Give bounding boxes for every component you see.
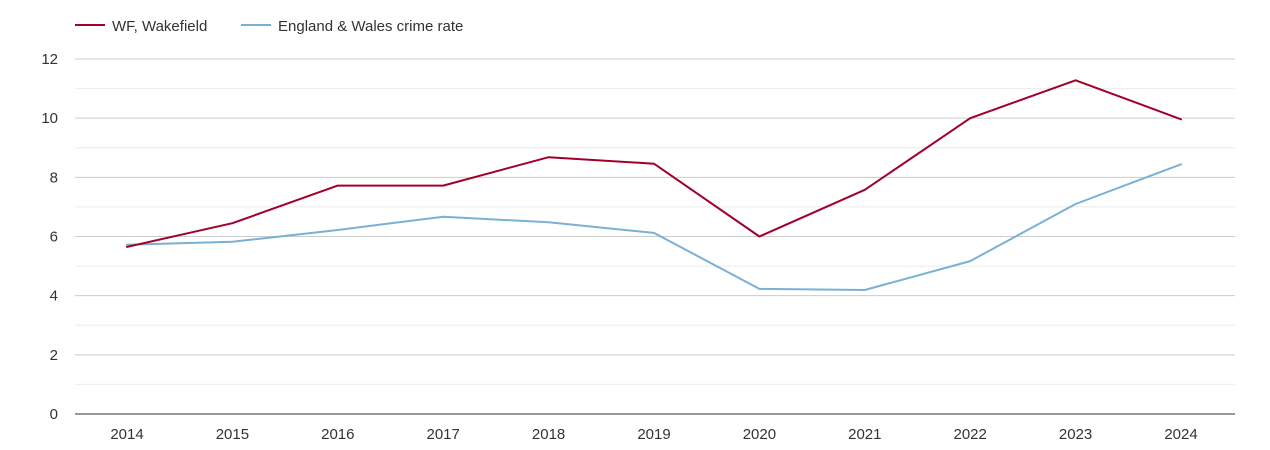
y-tick-label: 12 — [41, 51, 58, 68]
x-tick-label: 2019 — [637, 426, 670, 443]
series-lines — [126, 79, 1182, 291]
x-tick-label: 2024 — [1164, 426, 1197, 443]
y-tick-label: 4 — [50, 288, 58, 305]
legend: WF, Wakefield England & Wales crime rate — [75, 18, 463, 35]
legend-label-england-wales: England & Wales crime rate — [278, 18, 463, 35]
gridlines — [75, 58, 1235, 385]
x-tick-label: 2020 — [743, 426, 776, 443]
x-tick-label: 2017 — [427, 426, 460, 443]
series-line-england-wales — [126, 163, 1182, 291]
legend-item-england-wales[interactable]: England & Wales crime rate — [241, 18, 463, 35]
x-tick-label: 2014 — [110, 426, 143, 443]
series-line-wakefield — [126, 79, 1182, 248]
y-tick-label: 8 — [50, 169, 58, 186]
y-tick-label: 2 — [50, 347, 58, 364]
x-tick-label: 2021 — [848, 426, 881, 443]
y-tick-label: 0 — [50, 406, 58, 423]
x-tick-label: 2022 — [954, 426, 987, 443]
legend-label-wakefield: WF, Wakefield — [112, 18, 207, 35]
x-tick-label: 2015 — [216, 426, 249, 443]
y-tick-label: 6 — [50, 229, 58, 246]
x-tick-label: 2016 — [321, 426, 354, 443]
x-tick-label: 2023 — [1059, 426, 1092, 443]
legend-item-wakefield[interactable]: WF, Wakefield — [75, 18, 207, 35]
x-axis-ticks: 2014 2015 2016 2017 2018 2019 2020 2021 2022 2023… — [110, 426, 1197, 443]
y-axis-ticks: 0 2 4 6 8 10 12 — [41, 51, 58, 423]
y-tick-label: 10 — [41, 110, 58, 127]
x-tick-label: 2018 — [532, 426, 565, 443]
